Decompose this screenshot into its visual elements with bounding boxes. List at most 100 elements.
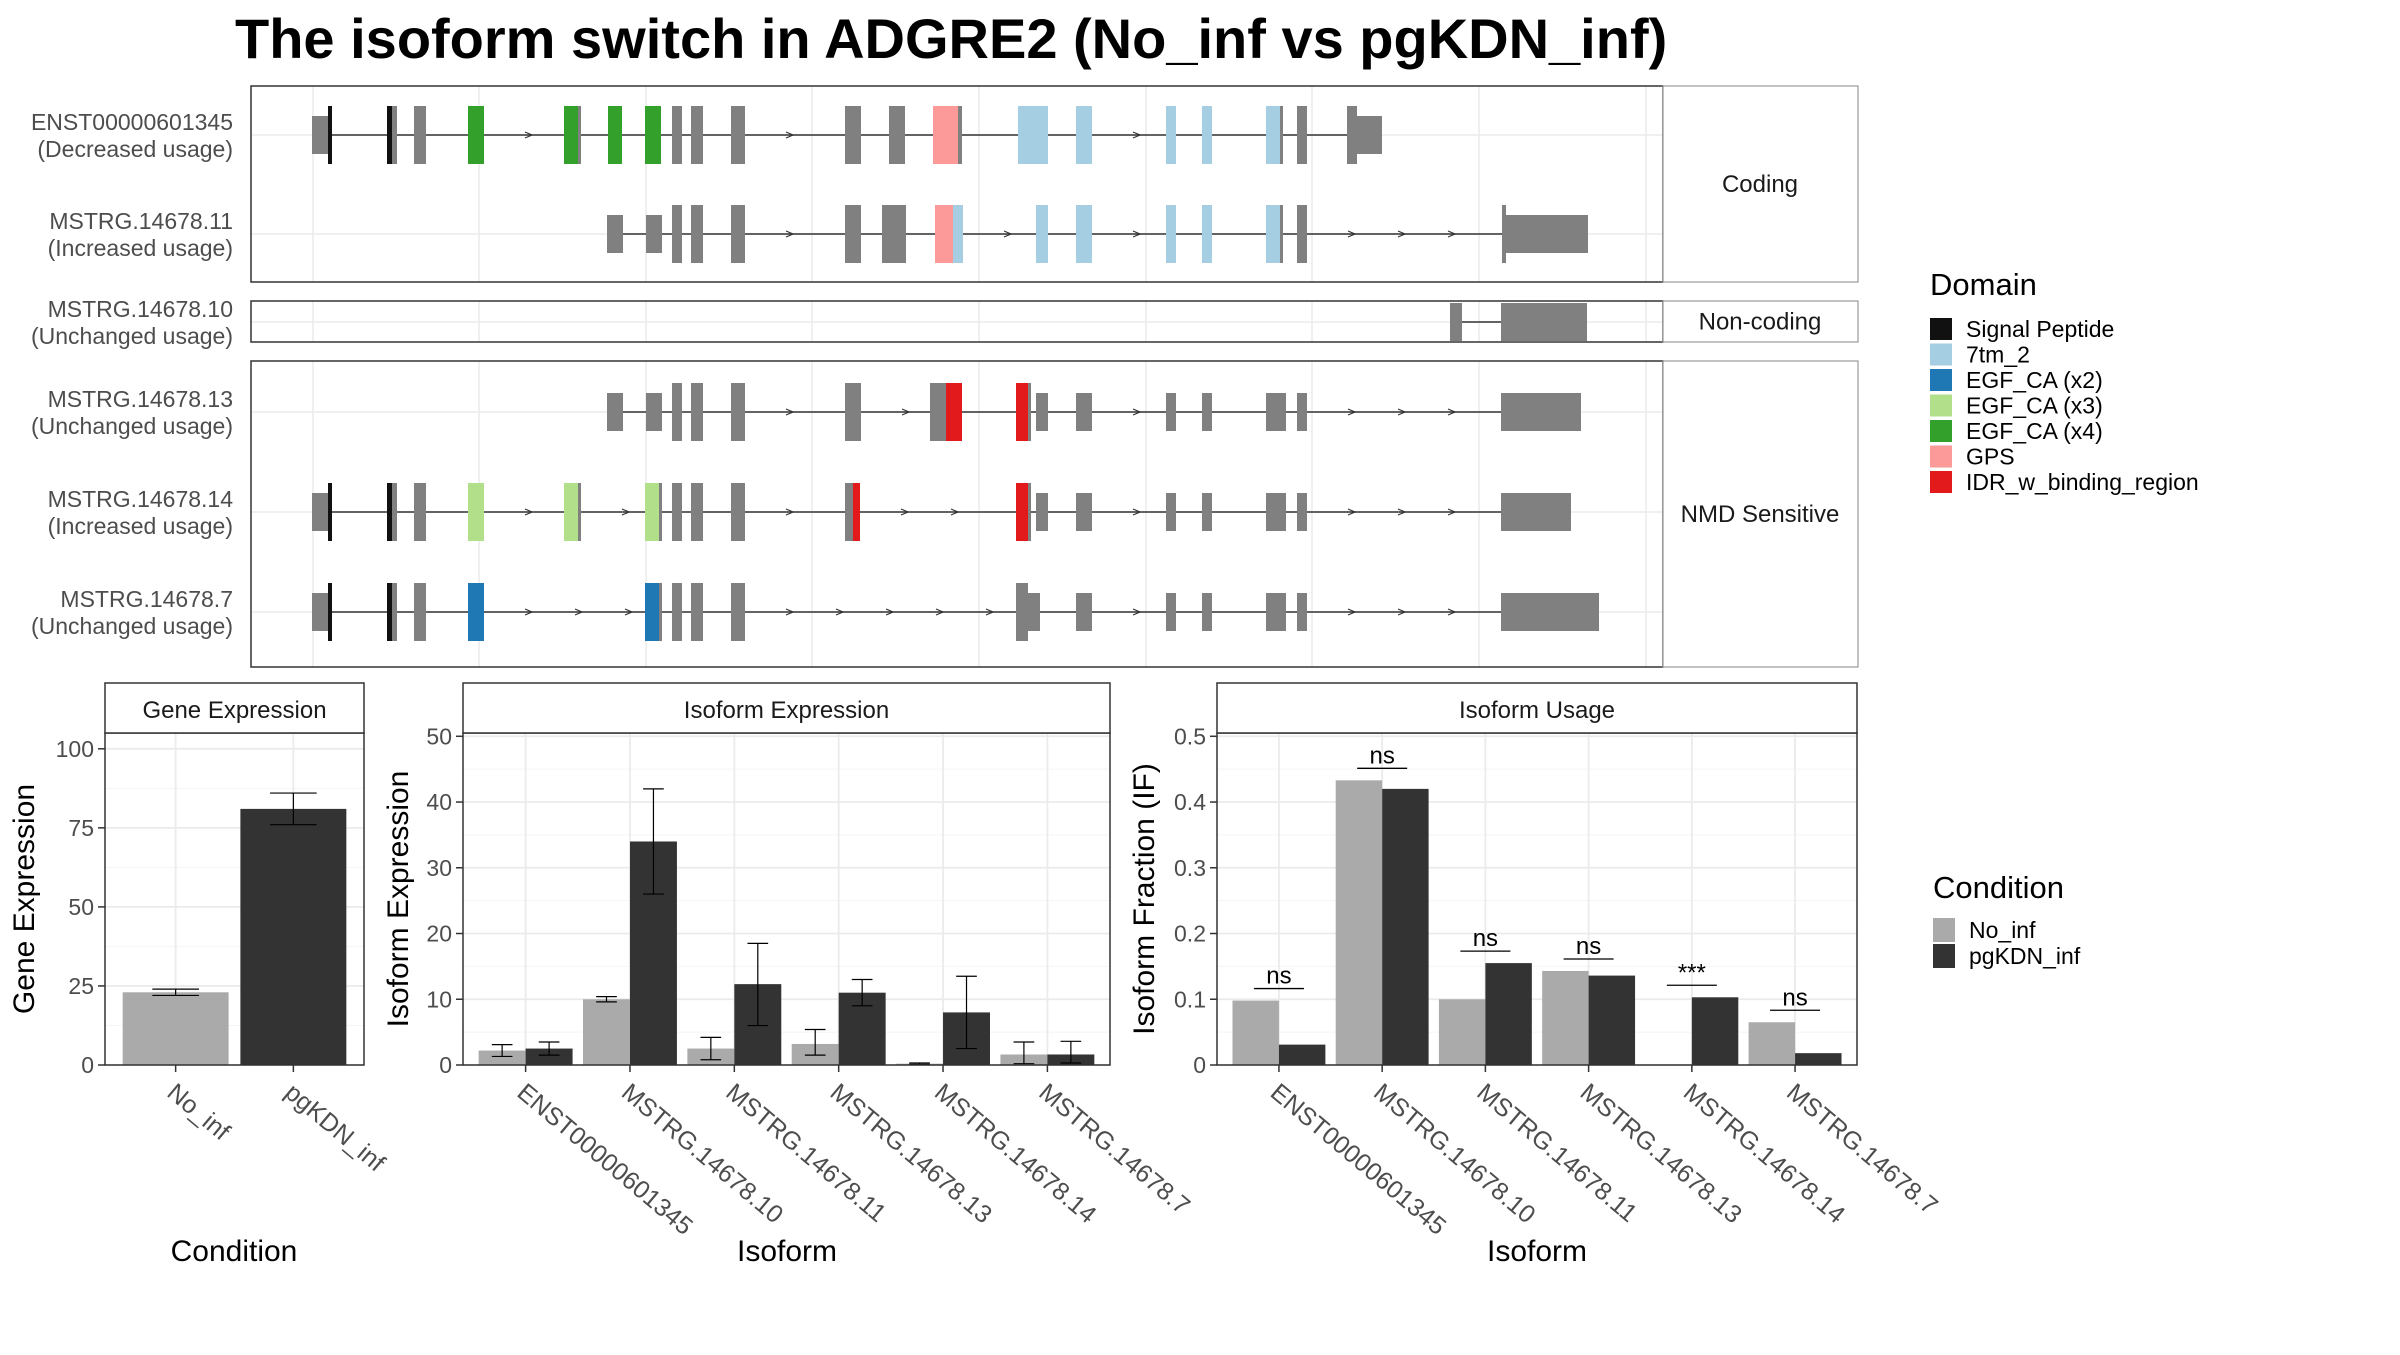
- exon-block: [646, 215, 662, 253]
- transcript-id-label: MSTRG.14678.10: [48, 296, 233, 322]
- exon-block: [414, 106, 426, 164]
- exon-block: [607, 393, 623, 431]
- intron-arrow: [835, 608, 845, 616]
- exon-block: [1297, 205, 1307, 263]
- exon-block: [731, 383, 745, 441]
- exon-block: [935, 205, 953, 263]
- significance-label: ns: [1473, 925, 1498, 952]
- transcript-track: [607, 205, 1588, 263]
- exon-block: [1297, 493, 1307, 531]
- transcript-track: [312, 583, 1599, 641]
- intron-arrow: [1347, 230, 1357, 238]
- intron-arrow: [1132, 508, 1142, 516]
- transcript-id-label: MSTRG.14678.11: [49, 208, 233, 234]
- domain-legend-title: Domain: [1930, 267, 2037, 302]
- exon-block: [1266, 593, 1286, 631]
- intron-arrow: [1397, 508, 1407, 516]
- facet-strip: [104, 682, 365, 734]
- bar: [240, 808, 347, 1065]
- exon-block: [1036, 493, 1048, 531]
- intron-arrow: [885, 608, 895, 616]
- intron-arrow: [621, 508, 631, 516]
- intron-arrow: [1397, 408, 1407, 416]
- intron-arrow: [574, 608, 584, 616]
- condition-legend-title: Condition: [1933, 870, 2064, 905]
- exon-block: [1166, 593, 1176, 631]
- legend-swatch: [1930, 369, 1952, 391]
- transcript-usage-label: (Unchanged usage): [31, 323, 233, 349]
- exon-block: [312, 116, 328, 154]
- exon-block: [1266, 205, 1280, 263]
- facet-strip-label: NMD Sensitive: [1681, 501, 1840, 528]
- exon-block: [731, 106, 745, 164]
- facet-strip: [1662, 85, 1859, 283]
- legend-swatch: [1930, 318, 1952, 340]
- legend-swatch: [1933, 944, 1955, 968]
- significance-label: ns: [1369, 742, 1394, 769]
- chart-title: Isoform Usage: [1459, 697, 1615, 724]
- intron-arrow: [1132, 230, 1142, 238]
- exon-block: [672, 106, 682, 164]
- intron-arrow: [1132, 131, 1142, 139]
- transcript-track: [312, 483, 1571, 541]
- exon-block: [845, 483, 853, 541]
- exon-block: [645, 583, 659, 641]
- exon-block: [672, 383, 682, 441]
- intron-arrow: [1447, 508, 1457, 516]
- exon-block: [414, 583, 426, 641]
- bar: [1691, 997, 1739, 1065]
- exon-block: [1202, 593, 1212, 631]
- x-axis-title: Condition: [171, 1235, 298, 1268]
- intron-arrow: [524, 131, 534, 139]
- exon-block: [1076, 205, 1092, 263]
- exon-block: [731, 583, 745, 641]
- intron-arrow: [1397, 230, 1407, 238]
- y-tick-label: 30: [426, 855, 452, 881]
- y-tick-label: 40: [426, 789, 452, 815]
- transcript-track: [312, 106, 1382, 164]
- exon-block: [930, 383, 946, 441]
- exon-block: [608, 106, 622, 164]
- y-tick-label: 20: [426, 921, 452, 947]
- significance-label: ***: [1678, 959, 1706, 986]
- y-tick-label: 50: [68, 894, 94, 920]
- exon-block: [328, 483, 332, 541]
- exon-block: [933, 106, 958, 164]
- exon-block: [1076, 106, 1092, 164]
- intron-arrow: [900, 508, 910, 516]
- legend-label: GPS: [1966, 444, 2015, 470]
- exon-block: [578, 106, 581, 164]
- exon-block: [1076, 393, 1092, 431]
- legend-label: IDR_w_binding_region: [1966, 469, 2199, 495]
- intron-arrow: [1447, 230, 1457, 238]
- exon-block: [468, 106, 484, 164]
- exon-block: [1501, 393, 1581, 431]
- exon-block: [564, 483, 578, 541]
- chart-panel: Gene Expression 0 25 50 75 100 No_inf pgKDN_inf…: [8, 682, 391, 1268]
- x-tick-label: pgKDN_inf: [280, 1078, 391, 1177]
- intron-arrow: [1447, 608, 1457, 616]
- legend-swatch: [1933, 918, 1955, 942]
- y-tick-label: 25: [68, 973, 94, 999]
- bar: [1278, 1044, 1326, 1065]
- bar: [583, 999, 630, 1065]
- intron-arrow: [1347, 408, 1357, 416]
- exon-block: [1297, 593, 1307, 631]
- exon-block: [578, 483, 581, 541]
- exon-block: [1202, 205, 1212, 263]
- exon-block: [672, 583, 682, 641]
- exon-block: [672, 483, 682, 541]
- figure-title: The isoform switch in ADGRE2 (No_inf vs …: [235, 7, 1667, 70]
- exon-block: [414, 483, 426, 541]
- exon-block: [646, 393, 662, 431]
- exon-block: [946, 383, 962, 441]
- plot-background: [463, 733, 1110, 1065]
- bar: [1335, 780, 1383, 1065]
- transcript-structure-panel: ENST00000601345(Decreased usage) MSTRG.14…: [31, 85, 1859, 668]
- exon-block: [1076, 593, 1092, 631]
- legend-label: No_inf: [1969, 917, 2036, 943]
- legend-label: Signal Peptide: [1966, 316, 2114, 342]
- intron-arrow: [1347, 608, 1357, 616]
